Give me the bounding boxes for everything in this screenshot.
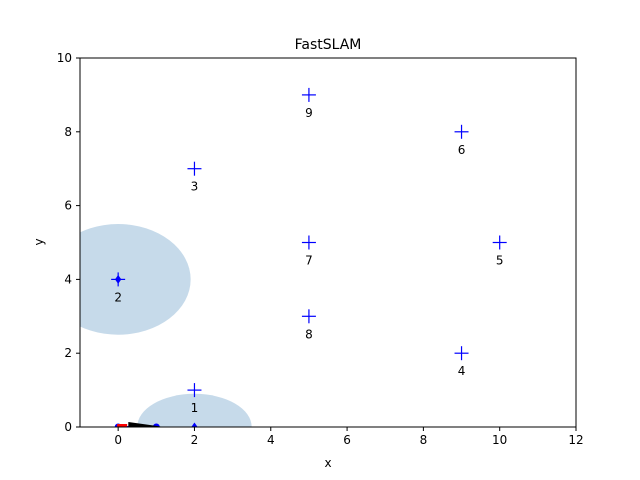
landmark-label-7: 7: [305, 254, 313, 268]
x-axis-label: x: [324, 456, 331, 470]
x-tick-label-12: 12: [568, 433, 583, 447]
landmark-label-3: 3: [191, 180, 199, 194]
landmark-label-1: 1: [191, 401, 199, 415]
robot-pose: [117, 422, 165, 427]
x-tick-label-2: 2: [191, 433, 199, 447]
landmark-label-8: 8: [305, 327, 313, 341]
uncertainty-ellipses: [80, 224, 252, 427]
x-tick-label-8: 8: [420, 433, 428, 447]
particles: [117, 424, 128, 427]
landmark-7: [301, 235, 316, 250]
landmark-9: [301, 87, 316, 102]
x-tick-label-6: 6: [343, 433, 351, 447]
landmark-label-5: 5: [496, 254, 504, 268]
y-axis-label: y: [32, 238, 46, 245]
landmark-label-6: 6: [458, 143, 466, 157]
landmark-5: [492, 235, 507, 250]
x-tick-label-4: 4: [267, 433, 275, 447]
chart-title: FastSLAM: [295, 37, 362, 53]
y-tick-label-0: 0: [64, 420, 72, 434]
uncertainty-ellipse-1: [80, 224, 191, 335]
robot-arrow-icon: [128, 422, 165, 427]
landmark-6: [454, 124, 469, 139]
landmark-label-4: 4: [458, 364, 466, 378]
estimated-landmark-2: [191, 422, 198, 427]
y-tick-label-8: 8: [64, 125, 72, 139]
y-axis-ticks: 0 2 4 6 8 10: [57, 51, 80, 434]
landmark-labels: 1 2 3 4 5 6 7 8 9: [114, 106, 503, 415]
landmark-3: [187, 161, 202, 176]
estimated-landmarks: [115, 274, 198, 427]
landmark-8: [301, 309, 316, 324]
x-tick-label-0: 0: [114, 433, 122, 447]
y-tick-label-4: 4: [64, 272, 72, 286]
plot-frame: [79, 57, 577, 428]
y-tick-label-10: 10: [57, 51, 72, 65]
y-tick-label-6: 6: [64, 199, 72, 213]
uncertainty-ellipse-2: [137, 393, 252, 427]
x-tick-label-10: 10: [492, 433, 507, 447]
landmark-label-9: 9: [305, 106, 313, 120]
estimated-landmark-1: [115, 274, 122, 284]
x-axis-ticks: 0 2 4 6 8 10 12: [114, 427, 584, 447]
landmark-label-2: 2: [114, 290, 122, 304]
y-tick-label-2: 2: [64, 346, 72, 360]
landmark-4: [454, 346, 469, 361]
landmark-markers: [111, 87, 507, 398]
landmark-1: [187, 383, 202, 398]
